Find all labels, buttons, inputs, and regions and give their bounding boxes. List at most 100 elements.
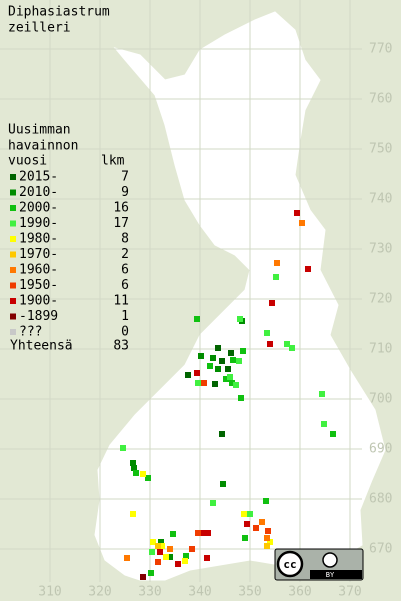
observation [205,530,211,536]
observation [215,366,221,372]
observation [204,555,210,561]
observation [273,274,279,280]
license-badge: cc BY [274,548,364,581]
cc-text: cc [283,558,296,571]
observation [189,546,195,552]
observation [264,330,270,336]
legend-label: 2000- [19,201,58,216]
observation [210,500,216,506]
legend-count: 16 [113,201,129,216]
legend-swatch [10,298,16,304]
observation [219,358,225,364]
legend-label: 1900- [19,294,58,309]
x-tick-label: 340 [188,585,211,600]
legend-header: Uusimman [8,123,71,138]
legend-count: 0 [121,325,129,340]
observation [182,558,188,564]
observation [120,445,126,451]
observation [267,539,273,545]
finland-land [94,11,386,581]
observation [210,355,216,361]
observation [274,260,280,266]
observation [236,358,242,364]
y-tick-label: 710 [369,342,392,357]
observation [220,481,226,487]
observation [159,543,165,549]
observation [183,553,189,559]
observation [148,570,154,576]
legend-label: -1899 [19,309,58,324]
legend-swatch [10,313,16,320]
observation [244,521,250,527]
legend-count: 17 [113,216,129,231]
legend-swatch [10,174,16,180]
observation [264,543,270,549]
observation [215,345,221,351]
observation [130,511,136,517]
y-tick-label: 730 [369,242,392,257]
observation [225,366,231,372]
observation [289,345,295,351]
y-tick-label: 720 [369,292,392,307]
grid [0,0,362,582]
legend-swatch [10,251,16,258]
observation [124,555,130,561]
observation [230,357,236,363]
legend-label: 1950- [19,278,58,293]
legend-count-header: lkm [101,154,125,169]
legend-label: 1970- [19,247,58,262]
observation [233,382,239,388]
observation [263,498,269,504]
observation [140,471,146,477]
x-tick-label: 360 [288,585,311,600]
observation [259,519,265,525]
observation [175,561,181,567]
observation [170,531,176,537]
x-tick-label: 320 [88,585,111,600]
observation [155,559,161,565]
observation [158,539,164,545]
observation [167,554,173,560]
observation [195,530,201,536]
legend-label: 1990- [19,216,58,231]
legend-swatch [10,189,16,196]
by-text: BY [326,571,335,579]
legend-label: 2015- [19,170,58,185]
observation [242,535,248,541]
observation [133,470,139,476]
legend-total-label: Yhteensä [10,339,73,354]
observation [264,535,270,541]
legend-header: vuosi [8,154,47,169]
observation [223,376,229,382]
legend-swatch [10,282,16,289]
legend-swatch [10,205,16,211]
legend-count: 9 [121,185,129,200]
observation [207,363,213,369]
legend-count: 7 [121,170,129,185]
x-tick-label: 310 [38,585,61,600]
legend-label: 2010- [19,185,58,200]
observation [267,341,273,347]
legend-label: 1960- [19,263,58,278]
badge-strip [310,570,362,579]
x-tick-label: 370 [338,585,361,600]
observation [240,348,246,354]
observation [155,543,161,549]
legend-swatch [10,220,16,227]
observation [130,460,136,466]
observation [145,475,151,481]
y-tick-label: 670 [369,542,392,557]
observation [269,300,275,306]
observation [247,511,253,517]
legend-total: 83 [113,339,129,354]
legend-count: 6 [121,263,129,278]
observation [140,574,146,580]
observation [194,316,200,322]
observation [185,372,191,378]
observation [253,525,259,531]
y-tick-label: 740 [369,192,392,207]
observation [195,380,201,386]
by-icon [322,552,338,568]
